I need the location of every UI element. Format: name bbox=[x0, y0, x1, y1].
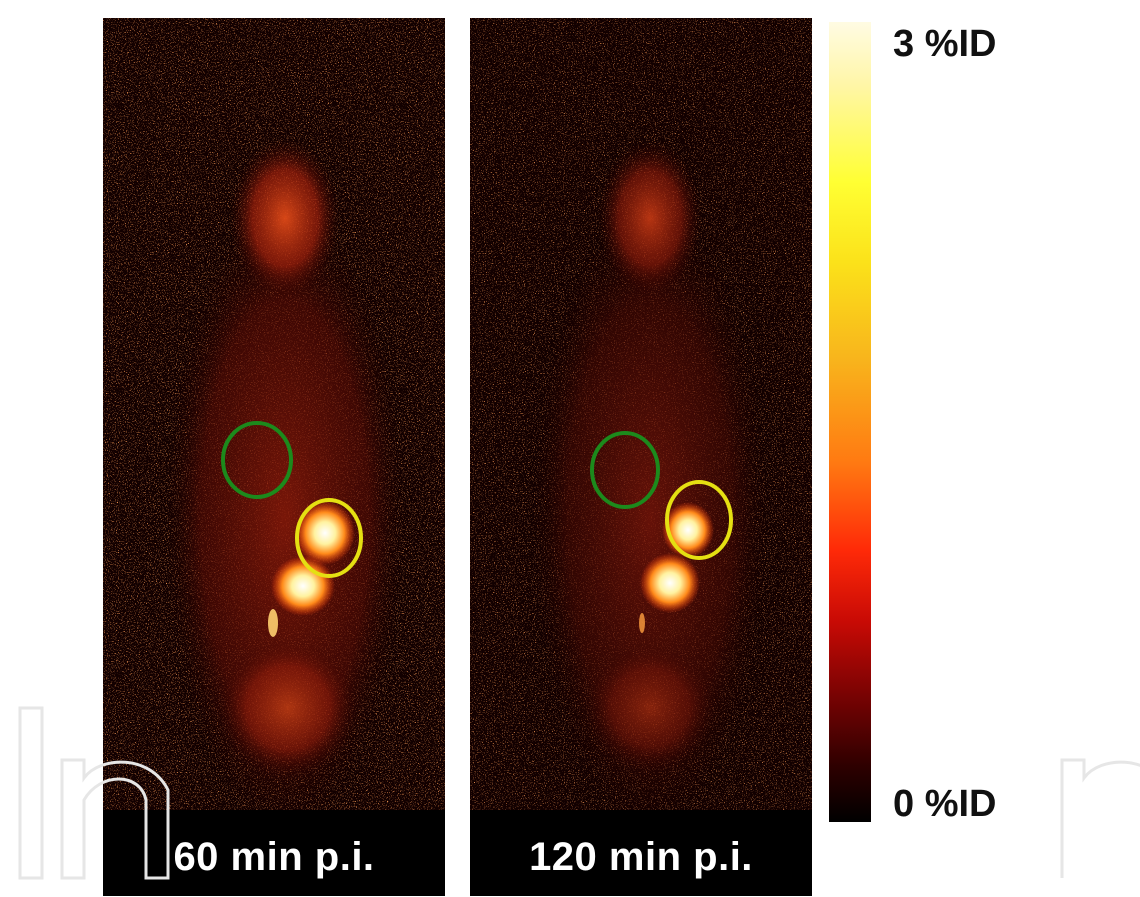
pet-scan-image bbox=[103, 18, 445, 810]
panel-caption: 120 min p.i. bbox=[529, 835, 753, 879]
colorbar-min-label: 0 %ID bbox=[893, 783, 997, 825]
pet-scan-image bbox=[470, 18, 812, 810]
panel-caption: 60 min p.i. bbox=[173, 835, 375, 879]
pet-image-panel-120min: 120 min p.i. bbox=[470, 18, 812, 896]
colorbar-max-label: 3 %ID bbox=[893, 23, 997, 65]
colorbar-scale bbox=[829, 22, 871, 822]
pet-image-panel-60min: 60 min p.i. bbox=[103, 18, 445, 896]
